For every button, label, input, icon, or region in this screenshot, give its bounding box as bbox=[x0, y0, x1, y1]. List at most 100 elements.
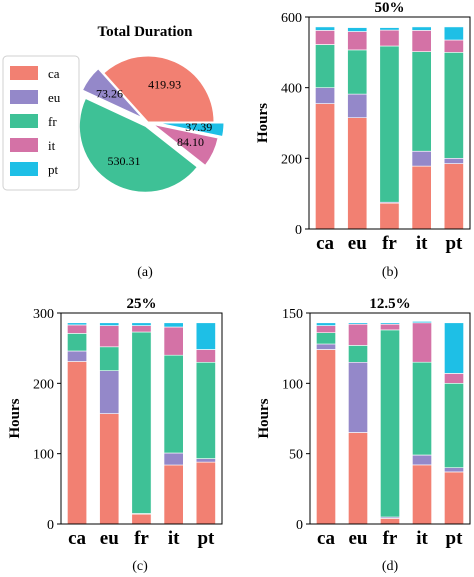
y-tick-label-150: 150 bbox=[282, 307, 303, 322]
x-tick-label-it: it bbox=[416, 233, 428, 254]
bar-segment-fr-it bbox=[131, 325, 152, 333]
x-tick-label-eu: eu bbox=[100, 528, 119, 549]
legend-swatch-fr bbox=[10, 114, 38, 128]
bar-segment-pt-pt bbox=[443, 26, 464, 41]
x-tick-label-it: it bbox=[416, 528, 428, 549]
legend-label-eu: eu bbox=[48, 90, 61, 105]
bar-segment-fr-it bbox=[379, 29, 400, 47]
y-tick-label-0: 0 bbox=[296, 518, 303, 533]
pie-slices bbox=[78, 55, 225, 193]
bar-segment-eu-ca bbox=[99, 413, 120, 525]
x-tick-label-ca: ca bbox=[317, 528, 335, 549]
y-axis-label: Hours bbox=[255, 103, 271, 143]
bar-segment-fr-ca bbox=[380, 518, 400, 525]
bar-segment-ca-eu bbox=[316, 343, 336, 350]
bar-segment-eu-ca bbox=[348, 432, 368, 525]
bar-segment-ca-fr bbox=[67, 333, 88, 352]
y-tick-label-200: 200 bbox=[33, 377, 54, 392]
x-tick-label-fr: fr bbox=[383, 528, 398, 549]
bar-segment-fr-fr bbox=[131, 331, 152, 514]
bar-segment-pt-eu bbox=[443, 158, 464, 164]
y-tick-label-300: 300 bbox=[33, 307, 54, 322]
bar-segment-it-ca bbox=[411, 165, 432, 230]
panel-d-stacked-bar-chart: ca eu fr it pt 0 50 100 150 12.5% Hours (d) bbox=[256, 296, 471, 574]
bar-segment-pt-fr bbox=[195, 361, 216, 459]
bar-segment-it-it bbox=[411, 30, 432, 52]
bar-segment-ca-it bbox=[315, 30, 335, 45]
legend-swatch-pt bbox=[10, 162, 38, 176]
y-axis-label: Hours bbox=[7, 398, 23, 438]
bar-segment-ca-ca bbox=[315, 103, 335, 230]
bar-segment-it-ca bbox=[412, 464, 432, 525]
bar-segment-fr-ca bbox=[379, 202, 400, 230]
bar-segment-pt-pt bbox=[444, 322, 464, 374]
bar-segment-it-fr bbox=[412, 361, 432, 456]
x-tick-label-eu: eu bbox=[349, 528, 368, 549]
y-tick-label-50: 50 bbox=[289, 448, 303, 463]
legend-frame bbox=[2, 55, 80, 191]
panel-c-stacked-bar-chart: ca eu fr it pt 0 100 200 300 25% Hours (c) bbox=[7, 296, 223, 574]
y-tick-label-400: 400 bbox=[281, 82, 302, 97]
pie-value-label-fr: 530.31 bbox=[108, 154, 141, 168]
bar-segment-ca-eu bbox=[67, 350, 88, 362]
bar-segment-eu-pt bbox=[347, 27, 368, 32]
bar-segment-pt-eu bbox=[195, 458, 216, 463]
bar-segment-it-it bbox=[163, 326, 184, 356]
y-tick-label-600: 600 bbox=[281, 11, 302, 26]
plot-frame bbox=[60, 312, 223, 525]
legend-label-pt: pt bbox=[48, 162, 59, 177]
panel-b-stacked-bar-chart: ca eu fr it pt 0 200 400 600 50% Hours (b) bbox=[255, 0, 471, 280]
pie-value-label-pt: 37.39 bbox=[185, 120, 212, 134]
plot-frame bbox=[308, 16, 471, 230]
bar-segment-eu-eu bbox=[348, 361, 368, 433]
pie-slice-eu bbox=[81, 68, 143, 119]
bar-segment-pt-fr bbox=[443, 51, 464, 159]
panel-label: (d) bbox=[382, 559, 399, 574]
bar-segment-pt-it bbox=[443, 39, 464, 53]
y-tick-label-200: 200 bbox=[281, 152, 302, 167]
bar-segment-eu-pt bbox=[99, 322, 120, 326]
bar-segment-pt-fr bbox=[444, 382, 464, 468]
bar-segment-fr-pt bbox=[131, 322, 152, 326]
legend-label-fr: fr bbox=[48, 114, 57, 129]
bar-segment-fr-pt bbox=[380, 322, 400, 325]
legend-swatch-it bbox=[10, 138, 38, 152]
bar-segment-it-eu bbox=[163, 452, 184, 466]
x-tick-label-pt: pt bbox=[445, 233, 463, 254]
y-axis-label: Hours bbox=[256, 398, 272, 438]
bar-segment-ca-eu bbox=[315, 87, 335, 104]
bar-segment-ca-pt bbox=[67, 322, 88, 326]
legend-label-ca: ca bbox=[48, 66, 60, 81]
bar-segment-ca-fr bbox=[316, 332, 336, 345]
x-tick-label-it: it bbox=[168, 528, 180, 549]
bar-segment-it-pt bbox=[163, 322, 184, 328]
bar-segment-pt-ca bbox=[444, 471, 464, 525]
pie-title: Total Duration bbox=[98, 24, 194, 40]
x-tick-label-fr: fr bbox=[382, 233, 397, 254]
x-tick-label-ca: ca bbox=[316, 233, 334, 254]
bar-segment-pt-ca bbox=[443, 163, 464, 230]
x-tick-label-fr: fr bbox=[134, 528, 149, 549]
x-tick-label-pt: pt bbox=[446, 528, 464, 549]
panel-a-label: (a) bbox=[137, 265, 153, 280]
pie-slice-fr bbox=[78, 97, 198, 193]
bar-segment-eu-it bbox=[347, 31, 368, 51]
bar-segment-ca-ca bbox=[67, 361, 88, 525]
bar-segment-ca-pt bbox=[315, 26, 335, 31]
pie-value-label-eu: 73.26 bbox=[96, 87, 123, 101]
bar-segment-pt-pt bbox=[195, 322, 216, 350]
pie-slice-ca bbox=[103, 55, 215, 123]
bar-segment-it-ca bbox=[163, 464, 184, 525]
y-tick-label-100: 100 bbox=[282, 377, 303, 392]
bar-segment-fr-ca bbox=[131, 513, 152, 525]
chart-title: 12.5% bbox=[369, 296, 410, 312]
x-tick-label-eu: eu bbox=[348, 233, 367, 254]
bar-segment-it-eu bbox=[412, 454, 432, 466]
y-tick-label-100: 100 bbox=[33, 448, 54, 463]
bar-segment-eu-ca bbox=[347, 117, 368, 230]
bar-segment-ca-it bbox=[316, 325, 336, 334]
bar-segment-pt-it bbox=[195, 349, 216, 363]
bar-segment-eu-fr bbox=[99, 346, 120, 371]
chart-title: 50% bbox=[375, 0, 405, 16]
